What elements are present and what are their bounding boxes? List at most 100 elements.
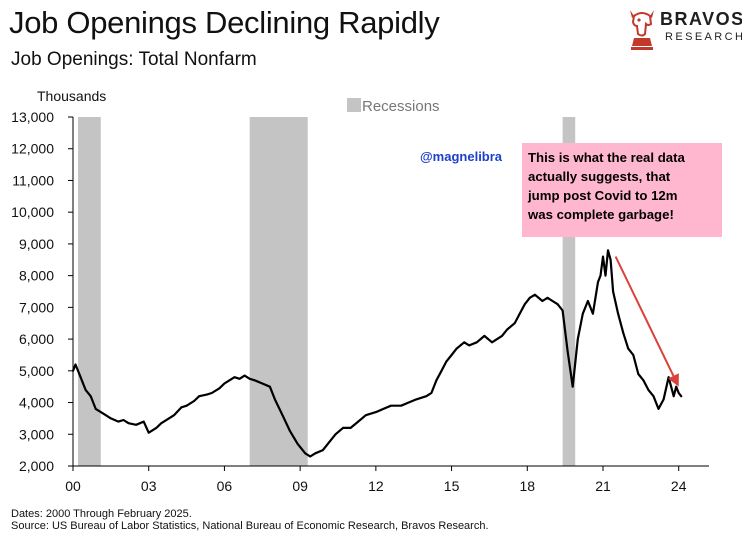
data-point [321, 449, 324, 452]
chart-title: Job Openings Declining Rapidly [9, 5, 440, 40]
y-tick-label: 11,000 [12, 172, 54, 188]
data-point [155, 427, 158, 429]
data-point [173, 414, 175, 417]
data-point [612, 290, 614, 293]
data-point [597, 281, 599, 283]
footer-source: Source: US Bureau of Labor Statistics, N… [11, 520, 489, 532]
y-tick-label: 7,000 [19, 299, 54, 315]
callout-line: actually suggests, that [528, 169, 671, 184]
recession-band [249, 117, 308, 466]
y-tick-label: 4,000 [19, 395, 54, 411]
y-axis-label: Thousands [37, 88, 106, 104]
data-point [445, 360, 448, 363]
data-point [475, 341, 478, 344]
data-point [657, 407, 660, 410]
data-point [94, 407, 97, 410]
data-point [74, 363, 77, 366]
data-point [617, 312, 620, 315]
data-point [79, 376, 82, 379]
data-point [407, 401, 410, 404]
data-point [566, 350, 569, 353]
data-point [647, 388, 650, 391]
data-point [210, 392, 213, 394]
data-point [390, 404, 392, 407]
data-point [374, 411, 377, 413]
x-tick-label: 21 [595, 478, 611, 494]
data-point [314, 452, 317, 455]
data-point [571, 385, 574, 388]
data-point [586, 300, 589, 302]
data-point [637, 373, 640, 375]
data-point [599, 274, 602, 277]
data-point [147, 431, 150, 434]
data-point [281, 414, 284, 417]
data-point [135, 423, 137, 426]
data-point [243, 374, 246, 377]
data-point [89, 395, 92, 398]
data-point [533, 293, 536, 296]
data-point [193, 400, 196, 402]
data-point [513, 322, 516, 325]
x-tick-label: 15 [444, 478, 460, 494]
data-point [127, 422, 130, 425]
x-tick-label: 06 [217, 478, 233, 494]
chart-subtitle: Job Openings: Total Nonfarm [11, 49, 257, 70]
data-point [357, 420, 360, 423]
bravos-logo: BRAVOS RESEARCH [624, 4, 742, 54]
data-point [248, 377, 251, 380]
data-point [223, 382, 226, 385]
logo-name: BRAVOS [660, 9, 742, 29]
y-tick-label: 6,000 [19, 331, 54, 347]
data-point [400, 404, 402, 407]
data-point [122, 419, 125, 421]
data-point [289, 430, 291, 432]
x-tick-label: 03 [141, 478, 157, 494]
logo-subtitle: RESEARCH [665, 31, 742, 43]
data-point [84, 388, 87, 391]
y-tick-label: 12,000 [11, 141, 54, 157]
footer-dates: Dates: 2000 Through February 2025. [11, 508, 192, 520]
y-tick-label: 2,000 [19, 458, 54, 474]
data-point [99, 411, 102, 413]
data-point [667, 376, 670, 379]
data-point [581, 312, 584, 315]
data-point [675, 385, 678, 388]
data-point [238, 377, 241, 380]
callout-line: was complete garbage! [528, 207, 674, 222]
data-point [652, 395, 655, 398]
data-point [677, 392, 680, 394]
data-point [430, 392, 433, 394]
data-point [440, 369, 443, 372]
x-tick-label: 12 [368, 478, 384, 494]
data-point [546, 296, 549, 299]
data-point [632, 354, 635, 356]
data-point [561, 309, 564, 312]
data-point [604, 274, 607, 277]
data-point [425, 395, 428, 398]
data-point [349, 427, 352, 429]
data-point [304, 452, 307, 455]
data-point [528, 296, 531, 299]
y-tick-label: 13,000 [11, 109, 54, 125]
data-point [261, 382, 264, 385]
data-point [662, 398, 665, 401]
x-tick-label: 00 [65, 478, 81, 494]
recession-band [78, 117, 101, 466]
x-tick-label: 09 [292, 478, 308, 494]
data-point [117, 420, 120, 423]
data-point [180, 406, 183, 409]
data-point [592, 312, 594, 315]
data-point [463, 341, 466, 344]
y-tick-label: 9,000 [19, 236, 54, 252]
data-point [142, 420, 145, 423]
y-tick-label: 10,000 [11, 204, 54, 220]
data-point [680, 395, 683, 398]
data-point [622, 331, 625, 334]
y-axis-ticks: 2,000 3,000 4,000 5,000 6,000 7,000 8,000 9,000… [11, 109, 73, 474]
data-point [556, 303, 559, 306]
series-points [72, 249, 683, 458]
data-point [483, 335, 486, 337]
data-point [342, 427, 344, 429]
data-point [364, 414, 367, 417]
author-handle: @magnelibra [420, 149, 503, 164]
